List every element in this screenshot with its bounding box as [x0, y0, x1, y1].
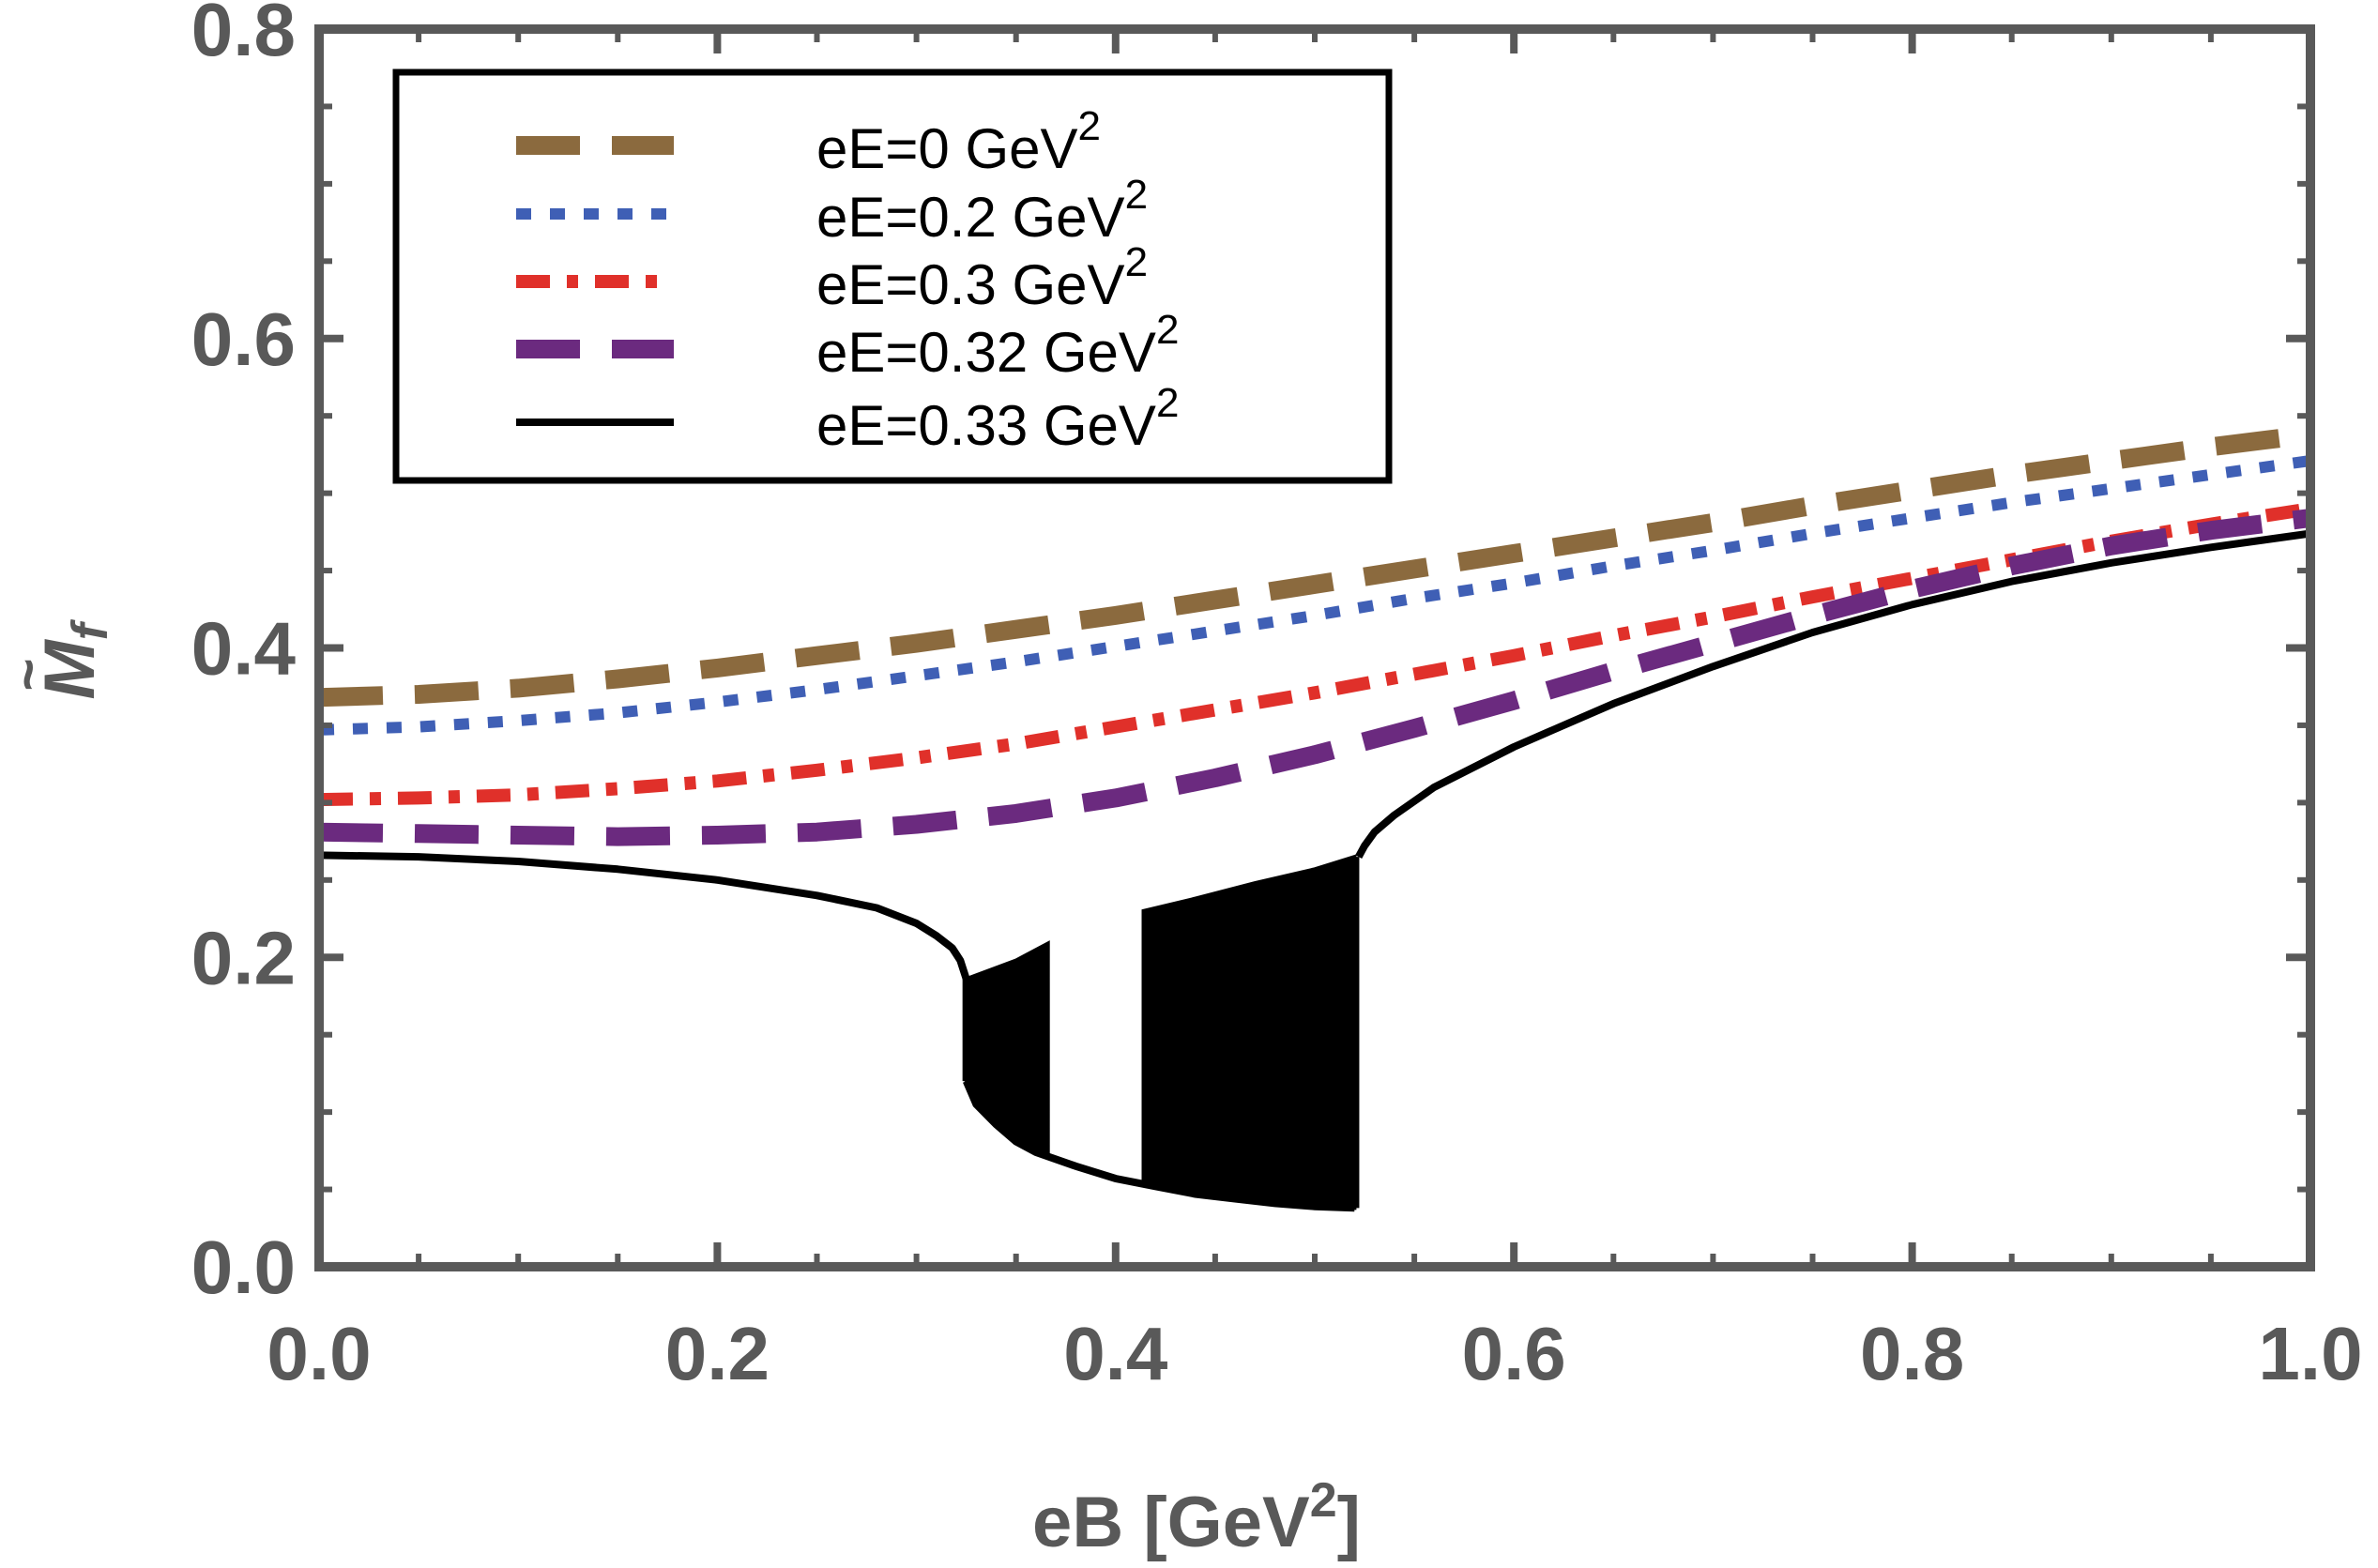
y-tick-label: 0.8	[191, 0, 296, 71]
series-4	[318, 529, 2311, 1212]
legend-item-1: eE=0.2 GeV2	[516, 172, 1148, 249]
series-lower-envelope	[963, 1079, 1355, 1212]
x-tick-label: 1.0	[2258, 1312, 2362, 1395]
legend-label-text: eE=0.32 GeV	[816, 321, 1156, 384]
y-tick-label: 0.6	[191, 297, 296, 381]
legend-label-text: eE=0.2 GeV	[816, 186, 1125, 249]
legend-label-text: eE=0.33 GeV	[816, 394, 1156, 457]
x-axis-title-text: eB [GeV	[1032, 1483, 1310, 1562]
x-tick-label: 0.8	[1860, 1312, 1964, 1395]
tick-layer: 0.0 0.2 0.4 0.6 0.8 1.0 0.0 0.2 0.4 0.6 0.8	[191, 0, 2363, 1395]
legend-label: eE=0.2 GeV2	[816, 172, 1148, 249]
y-tick-label: 0.0	[191, 1225, 296, 1309]
y-axis-title-sub: f	[62, 618, 118, 640]
legend-item-2: eE=0.3 GeV2	[516, 239, 1148, 316]
series-line	[318, 425, 2312, 708]
y-axis-title-accent: ~	[0, 658, 59, 691]
legend-label: eE=0 GeV2	[816, 103, 1101, 180]
series-3	[318, 509, 2312, 846]
legend-label-text: eE=0.3 GeV	[816, 253, 1125, 316]
legend-item-3: eE=0.32 GeV2	[516, 307, 1179, 384]
x-axis-title-close: ]	[1337, 1483, 1361, 1562]
y-tick-label: 0.2	[191, 916, 296, 999]
series-line	[318, 509, 2312, 846]
svg-text:Mf: Mf	[30, 618, 118, 699]
series-oscillation-band-1	[1141, 854, 1357, 1210]
series-line	[318, 502, 2312, 807]
series-branch1	[318, 851, 970, 981]
series-oscillation-band-0	[964, 940, 1050, 1160]
x-axis-title: eB [GeV2]	[1032, 1473, 1361, 1562]
legend-label-sup: 2	[1125, 239, 1148, 285]
legend-label: eE=0.33 GeV2	[816, 380, 1179, 457]
legend-label-sup: 2	[1125, 172, 1148, 218]
x-tick-label: 0.4	[1063, 1312, 1168, 1395]
x-tick-label: 0.6	[1462, 1312, 1566, 1395]
legend-label-sup: 2	[1156, 380, 1179, 426]
series-branch2	[1355, 529, 2311, 860]
legend-item-0: eE=0 GeV2	[516, 103, 1101, 180]
legend-label-sup: 2	[1156, 307, 1179, 353]
series-layer	[318, 425, 2312, 1212]
legend-label-text: eE=0 GeV	[816, 117, 1078, 180]
legend-item-4: eE=0.33 GeV2	[516, 380, 1179, 457]
legend-label: eE=0.32 GeV2	[816, 307, 1179, 384]
legend-label: eE=0.3 GeV2	[816, 239, 1148, 316]
x-axis-title-sup: 2	[1310, 1473, 1337, 1528]
y-axis-title: Mf ~	[0, 618, 118, 699]
series-0	[318, 425, 2312, 708]
series-2	[318, 502, 2312, 807]
y-axis-title-text: M	[30, 639, 110, 700]
legend-label-sup: 2	[1078, 103, 1101, 149]
x-tick-label: 0.0	[267, 1312, 371, 1395]
y-tick-label: 0.4	[191, 607, 297, 691]
x-tick-label: 0.2	[665, 1312, 770, 1395]
